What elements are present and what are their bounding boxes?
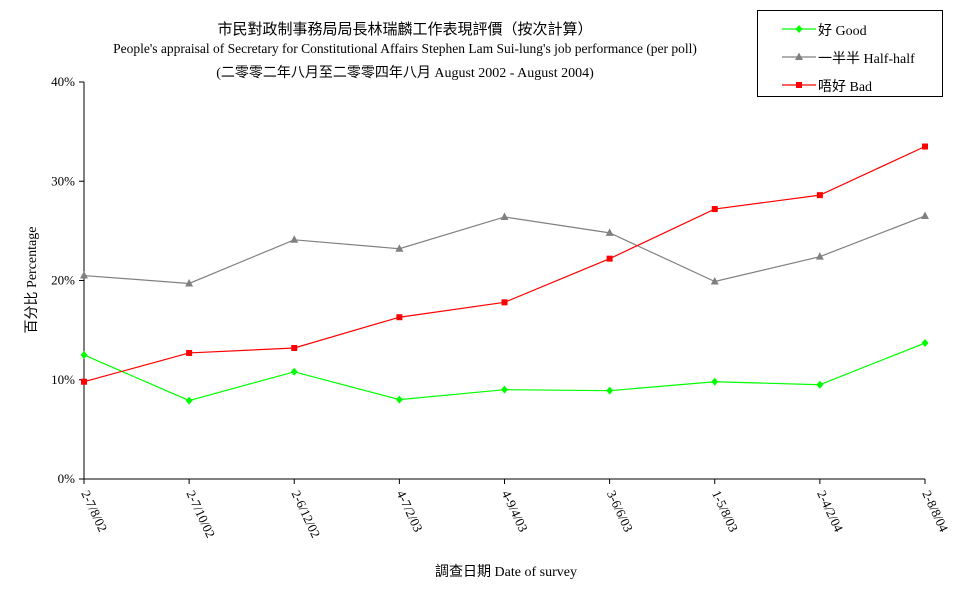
- chart-title: 市民對政制事務局局長林瑞麟工作表現評價（按次計算）: [217, 22, 593, 38]
- data-point-good: [290, 367, 298, 376]
- data-point-bad: [501, 299, 508, 306]
- y-tick-label: 20%: [51, 273, 75, 288]
- legend: 好 Good 一半半 Half-half 唔好 Bad: [757, 10, 943, 97]
- legend-marker-good: [795, 25, 803, 33]
- x-tick-label: 3-6/6/03: [604, 488, 636, 534]
- data-point-good: [711, 377, 719, 386]
- data-point-good: [606, 386, 614, 395]
- x-tick-label: 4-9/4/03: [499, 488, 531, 534]
- data-point-half-half: [921, 211, 929, 219]
- x-tick-label: 2-4/2/04: [814, 488, 846, 535]
- axes: 0% 10% 20% 30% 40% 2-7/8/02 2-7/10/02 2-6/12/02…: [51, 74, 952, 540]
- data-point-half-half: [395, 244, 404, 252]
- data-point-good: [501, 385, 508, 394]
- legend-swatch-half: [782, 52, 816, 60]
- series-half-half: [80, 211, 929, 287]
- legend-label-half: 一半半 Half-half: [818, 52, 915, 67]
- legend-marker-bad: [796, 82, 802, 88]
- data-point-bad: [291, 344, 298, 351]
- y-tick-label: 40%: [51, 74, 75, 89]
- data-point-half-half: [710, 276, 719, 285]
- legend-swatch-good: [782, 25, 816, 33]
- y-tick-label: 0%: [58, 471, 76, 486]
- legend-item-bad: 唔好 Bad: [758, 75, 942, 95]
- x-tick-label: 2-6/12/02: [289, 488, 324, 540]
- data-point-bad: [606, 255, 613, 262]
- series-line-half-half: [83, 215, 926, 285]
- legend-swatch-bad: [782, 82, 816, 88]
- data-point-bad: [922, 143, 928, 150]
- legend-label-good: 好 Good: [818, 24, 867, 39]
- y-tick-label: 10%: [51, 372, 75, 387]
- legend-item-good: 好 Good: [758, 19, 942, 39]
- chart-subtitle-en: People's appraisal of Secretary for Cons…: [113, 41, 697, 56]
- x-axis-label: 調查日期 Date of survey: [435, 564, 577, 580]
- data-point-half-half: [290, 235, 299, 243]
- data-point-good: [816, 380, 824, 389]
- y-axis-label: 百分比 Percentage: [24, 227, 40, 334]
- legend-item-half: 一半半 Half-half: [758, 47, 942, 67]
- data-point-good: [921, 339, 929, 348]
- data-point-good: [185, 396, 193, 405]
- data-point-half-half: [815, 252, 824, 260]
- data-point-half-half: [80, 271, 88, 279]
- data-point-good: [395, 395, 403, 404]
- y-tick-label: 30%: [51, 173, 75, 188]
- data-point-good: [80, 350, 88, 359]
- legend-marker-half-half: [795, 52, 803, 60]
- data-point-half-half: [500, 212, 509, 220]
- x-tick-label: 2-8/8/04: [919, 488, 951, 535]
- series-line-bad: [83, 145, 926, 383]
- data-point-bad: [186, 349, 193, 356]
- x-tick-label: 4-7/2/03: [394, 488, 426, 534]
- x-tick-label: 1-5/8/03: [709, 488, 741, 534]
- chart-subtitle-range: (二零零二年八月至二零零四年八月 August 2002 - August 20…: [216, 66, 594, 81]
- series-layer: [80, 143, 929, 405]
- data-point-bad: [396, 314, 403, 321]
- x-tick-label: 2-7/8/02: [78, 488, 110, 534]
- data-point-half-half: [185, 278, 194, 287]
- legend-label-bad: 唔好 Bad: [818, 80, 873, 95]
- x-tick-label: 2-7/10/02: [183, 488, 218, 540]
- data-point-bad: [816, 192, 823, 199]
- data-point-half-half: [605, 228, 614, 236]
- data-point-bad: [81, 378, 87, 385]
- series-good: [80, 339, 929, 405]
- series-bad: [81, 143, 928, 385]
- data-point-bad: [711, 206, 718, 213]
